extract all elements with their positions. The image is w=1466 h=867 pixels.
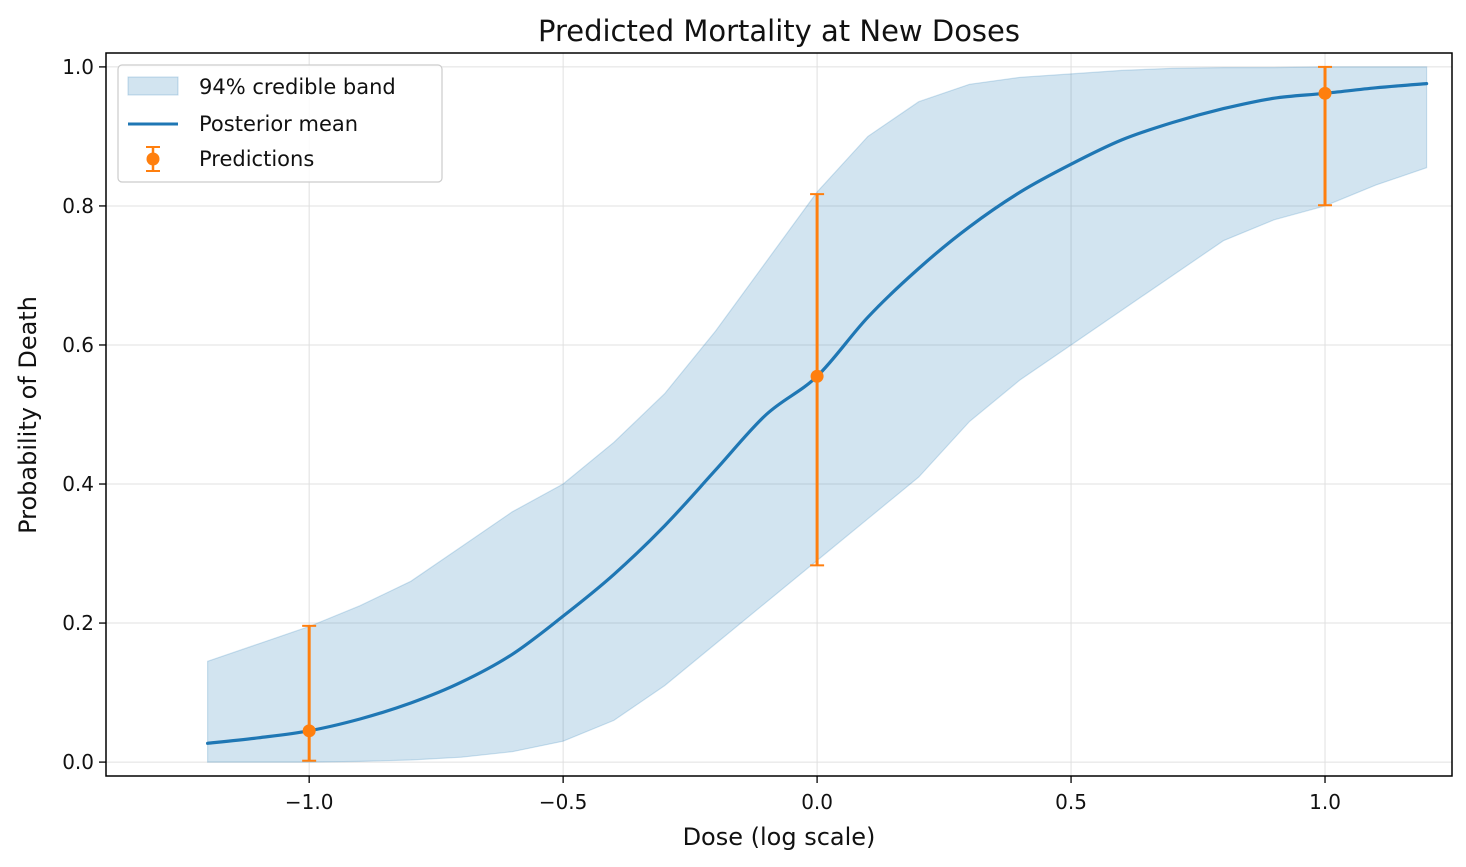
prediction-point	[1318, 86, 1332, 100]
legend-frame	[117, 64, 443, 183]
prediction-point	[810, 369, 824, 383]
y-axis-label: Probability of Death	[14, 296, 42, 534]
prediction-point	[302, 724, 316, 738]
x-tick-label: 0.0	[801, 790, 833, 814]
legend-swatch-band	[127, 76, 179, 96]
plot-frame	[105, 52, 1453, 777]
x-tick-label: −1.0	[285, 790, 334, 814]
chart-title: Predicted Mortality at New Doses	[538, 14, 1020, 48]
legend-label-mean: Posterior mean	[199, 112, 358, 136]
y-tick-label: 0.4	[62, 472, 94, 496]
y-tick-label: 0.8	[62, 194, 94, 218]
legend: 94% credible band Posterior mean Predict…	[117, 64, 443, 183]
predictions-layer	[302, 65, 1333, 762]
x-axis-label: Dose (log scale)	[683, 823, 876, 851]
y-tick-label: 0.6	[62, 333, 94, 357]
legend-label-predictions: Predictions	[199, 147, 314, 171]
x-axis-ticks: −1.0 −0.5 0.0 0.5 1.0	[285, 776, 1341, 814]
x-tick-label: 0.5	[1055, 790, 1087, 814]
y-tick-label: 0.0	[62, 750, 94, 774]
x-tick-label: −0.5	[539, 790, 588, 814]
y-axis-ticks: 0.0 0.2 0.4 0.6 0.8 1.0	[62, 55, 106, 774]
y-tick-label: 1.0	[62, 55, 94, 79]
x-tick-label: 1.0	[1309, 790, 1341, 814]
legend-swatch-predictions-marker	[146, 152, 160, 166]
y-tick-label: 0.2	[62, 611, 94, 635]
legend-label-band: 94% credible band	[199, 75, 396, 99]
